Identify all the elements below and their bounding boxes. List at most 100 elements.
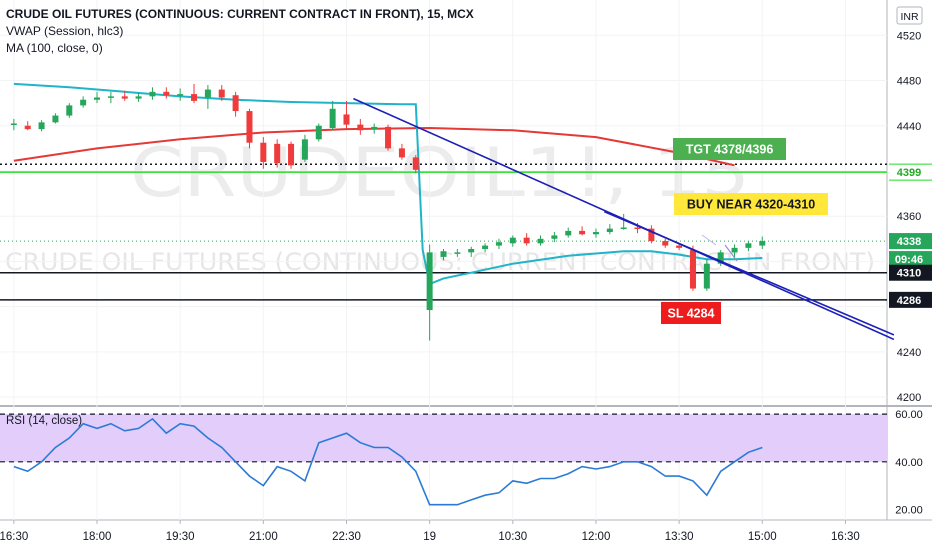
target-label: TGT 4378/4396	[686, 143, 774, 157]
level-4399-badge-box	[889, 164, 932, 181]
rsi-band	[0, 414, 887, 462]
candle-body	[10, 123, 17, 125]
time-tick-label: 19	[423, 531, 436, 543]
candle-body	[38, 122, 45, 130]
candle-body	[537, 238, 544, 244]
rsi-line	[13, 417, 763, 506]
watermark-symbol: CRUDEOIL1!, 15	[130, 134, 750, 213]
countdown-badge-label: 09:46	[895, 254, 923, 266]
candle-body	[288, 143, 295, 166]
rsi-tick-label: 60.00	[895, 409, 923, 421]
candle-body	[135, 96, 142, 99]
candle-body	[745, 243, 752, 248]
price-tick-label: 4360	[897, 211, 921, 223]
trendline	[603, 210, 895, 336]
time-tick-label: 13:30	[665, 531, 694, 543]
candle-body	[218, 89, 225, 98]
ma-legend: MA (100, close, 0)	[6, 41, 103, 55]
candle-body	[579, 230, 586, 235]
candle-body	[662, 241, 669, 246]
candle-body	[440, 251, 447, 257]
candle-body	[24, 125, 31, 130]
buy-pointer-line-2	[701, 234, 717, 246]
candle-body	[177, 94, 184, 96]
time-tick-label: 12:00	[582, 531, 611, 543]
candle-body	[731, 247, 738, 253]
candle-body	[163, 91, 170, 96]
candle-body	[315, 125, 322, 140]
candle-body	[648, 228, 655, 242]
candle-body	[301, 139, 308, 160]
time-tick-label: 21:00	[249, 531, 278, 543]
vwap-legend: VWAP (Session, hlc3)	[6, 24, 124, 38]
candle-body	[454, 252, 461, 254]
candle-body	[703, 263, 710, 289]
time-tick-label: 10:30	[498, 531, 527, 543]
candle-body	[260, 142, 267, 162]
level-4286-badge-box	[889, 291, 932, 308]
price-tick-label: 4480	[897, 76, 921, 88]
candle-body	[551, 235, 558, 239]
candle-body	[495, 242, 502, 246]
price-tick-label: 4240	[897, 347, 921, 359]
candle-body	[80, 99, 87, 106]
buy-label: BUY NEAR 4320-4310	[687, 198, 815, 212]
currency-label: INR	[900, 11, 919, 23]
candle-body	[329, 108, 336, 129]
level-4286-badge-label: 4286	[897, 295, 921, 307]
price-tick-label: 4520	[897, 30, 921, 42]
candle-body	[634, 227, 641, 230]
chart-legend: CRUDE OIL FUTURES (CONTINUOUS: CURRENT C…	[6, 6, 474, 57]
buy-pointer-line	[724, 244, 738, 262]
rsi-tick-label: 20.00	[895, 504, 923, 516]
rsi-legend: RSI (14, close)	[6, 415, 82, 427]
chart-title: CRUDE OIL FUTURES (CONTINUOUS: CURRENT C…	[6, 7, 474, 21]
trendline	[353, 97, 895, 341]
candle-body	[689, 250, 696, 289]
candle-body	[107, 96, 114, 98]
target-box	[673, 138, 786, 160]
level-4310-badge-label: 4310	[897, 268, 921, 280]
stop-label: SL 4284	[667, 307, 714, 321]
candle-body	[191, 94, 198, 101]
candle-body	[717, 252, 724, 264]
candle-body	[66, 105, 73, 116]
currency-badge-box	[896, 6, 923, 25]
candle-body	[371, 126, 378, 130]
time-tick-label: 16:30	[831, 531, 860, 543]
candle-body	[482, 245, 489, 249]
price-tick-label: 4200	[897, 392, 921, 404]
candle-body	[426, 252, 433, 311]
candle-body	[94, 97, 101, 100]
candle-body	[412, 157, 419, 170]
candle-body	[468, 248, 475, 253]
countdown-badge-box	[889, 251, 932, 268]
candle-body	[592, 232, 599, 235]
time-tick-label: 16:30	[0, 531, 28, 543]
price-tick-label: 4440	[897, 121, 921, 133]
candle-body	[274, 143, 281, 164]
candle-body	[149, 91, 156, 97]
candle-body	[523, 237, 530, 244]
candle-body	[385, 126, 392, 149]
watermark-description: CRUDE OIL FUTURES (CONTINUOUS: CURRENT C…	[5, 248, 875, 276]
candle-body	[232, 95, 239, 112]
last-price-badge-box	[889, 233, 932, 250]
candle-body	[509, 237, 516, 244]
candle-body	[398, 148, 405, 158]
candle-body	[204, 89, 211, 98]
time-tick-label: 15:00	[748, 531, 777, 543]
candle-body	[676, 245, 683, 248]
candle-body	[52, 115, 59, 123]
candle-body	[357, 124, 364, 131]
rsi-tick-label: 40.00	[895, 457, 923, 469]
time-tick-label: 22:30	[332, 531, 361, 543]
candle-body	[759, 241, 766, 246]
candle-body	[606, 228, 613, 233]
stop-box	[661, 302, 721, 324]
candle-body	[343, 114, 350, 125]
time-tick-label: 19:30	[166, 531, 195, 543]
level-4310-badge-box	[889, 264, 932, 281]
candle-body	[246, 111, 253, 143]
